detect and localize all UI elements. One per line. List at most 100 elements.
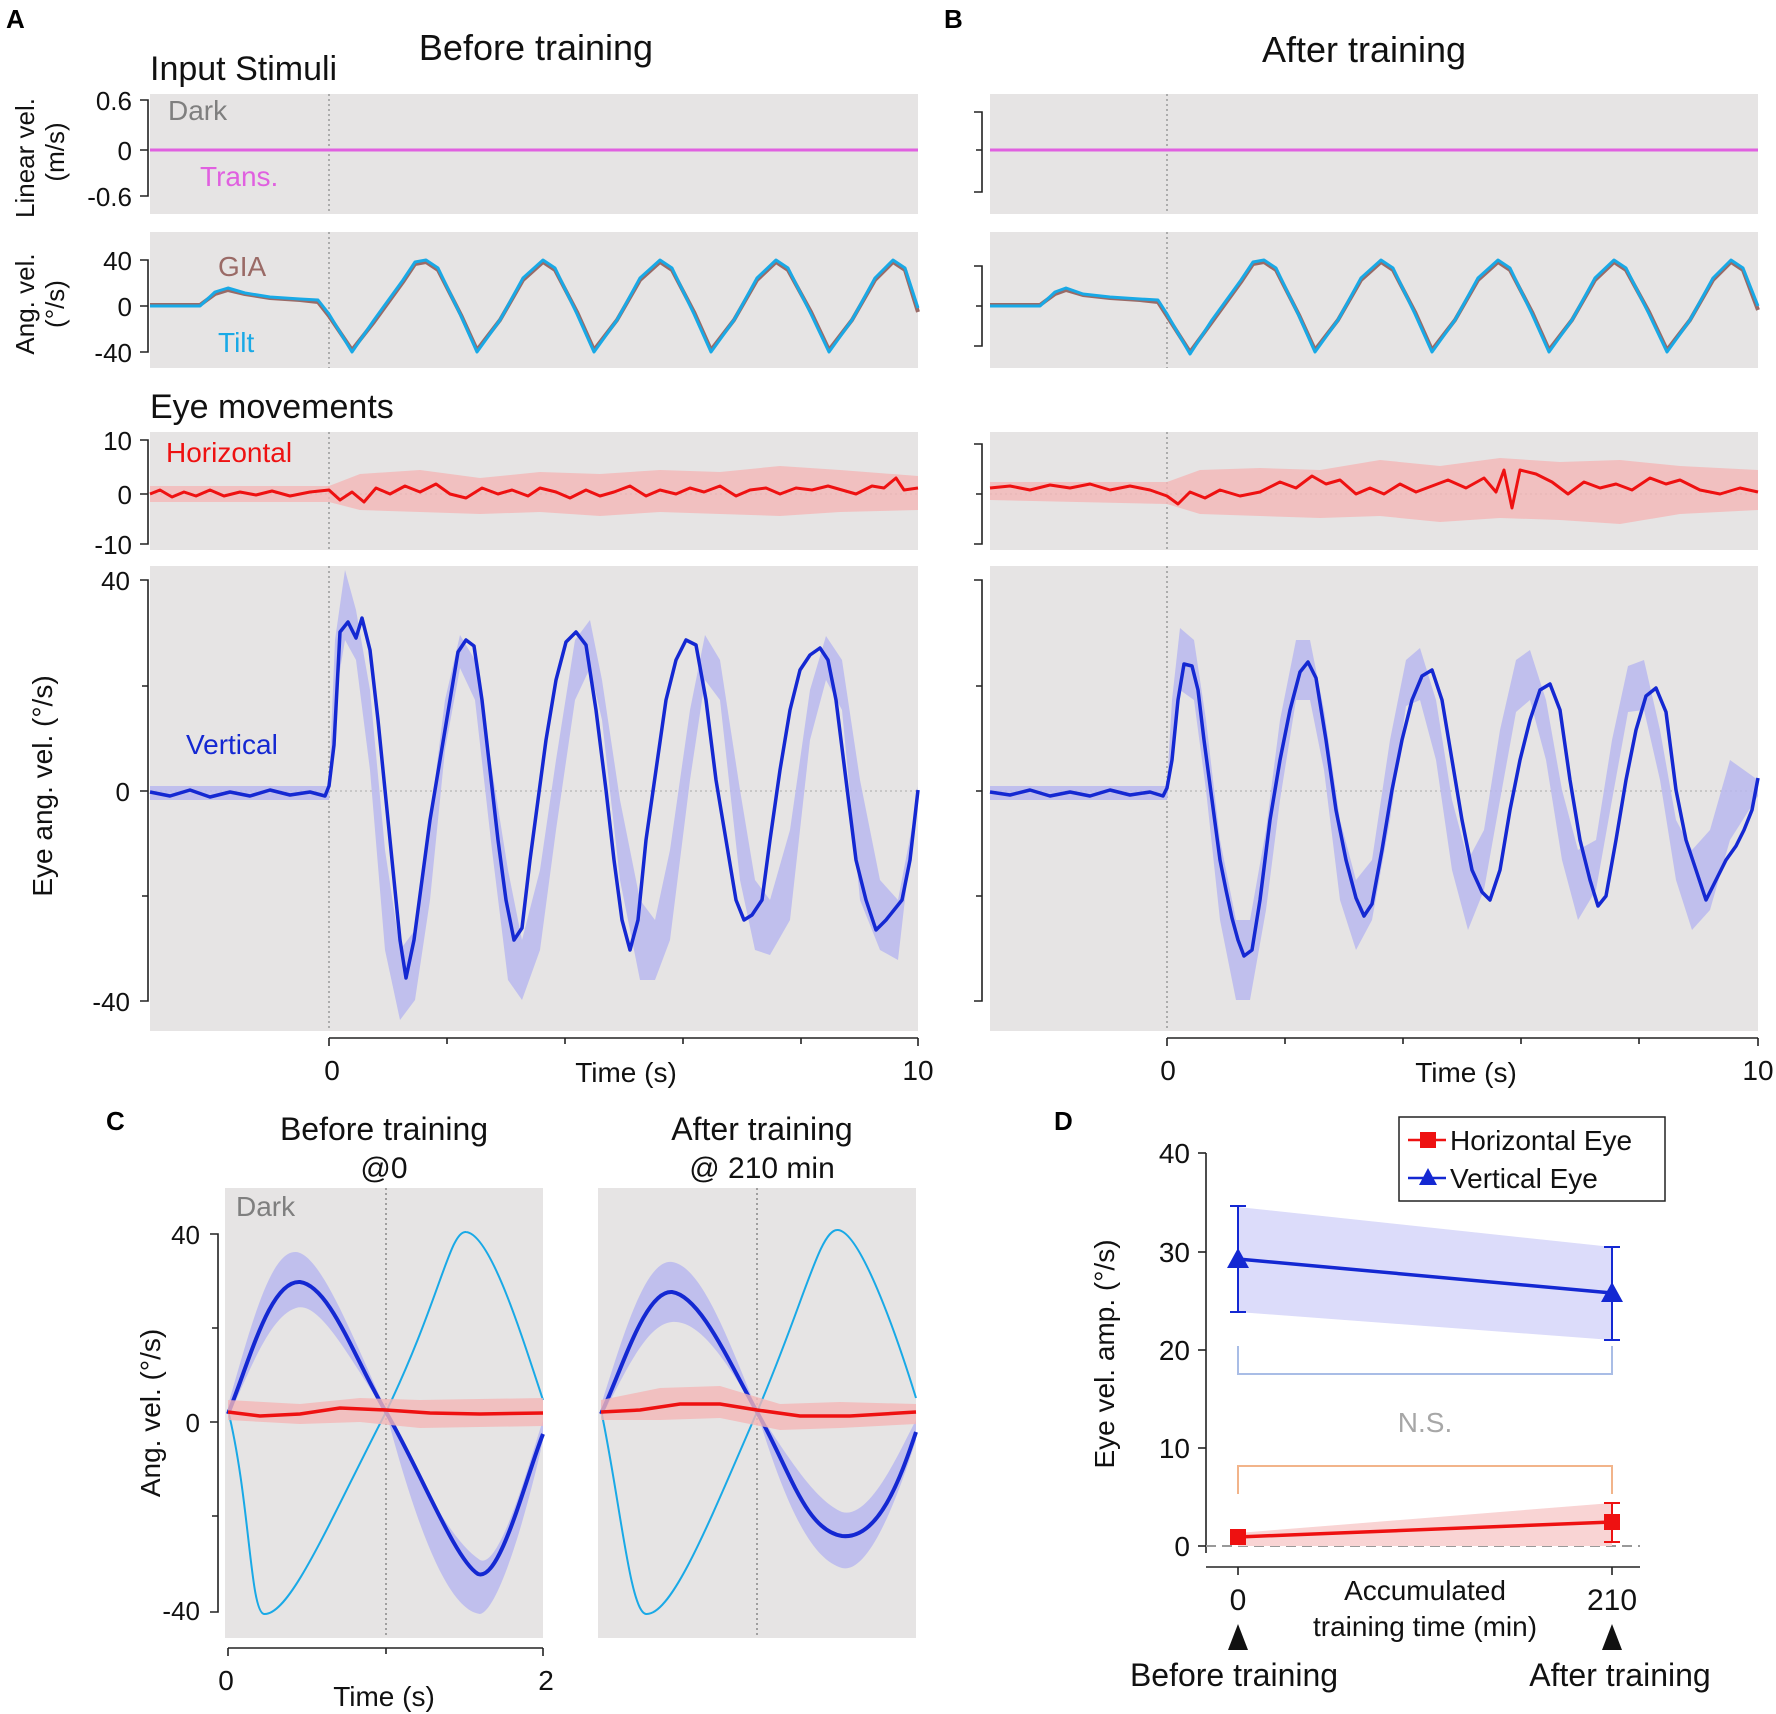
d-ytick-30: 30 (1159, 1237, 1190, 1268)
d-horizontal-band (1238, 1503, 1612, 1546)
a-xlabel: Time (s) (575, 1057, 677, 1088)
a-tilt-line (150, 258, 920, 354)
c-left-horizontal-line (227, 1406, 544, 1418)
d-legend-box (1398, 1116, 1666, 1202)
d-ytick-20: 20 (1159, 1335, 1190, 1366)
d-xlabel-1: Accumulated (1344, 1575, 1506, 1606)
a-angular-ylabel-2: (°/s) (40, 280, 70, 328)
a-horizontal-ytick-mid: 0 (118, 480, 132, 510)
a-linear-ytick-mid: 0 (118, 136, 132, 166)
b-y-axes (974, 111, 983, 1002)
a-vertical-ytick-mid: 0 (116, 777, 130, 807)
a-vertical-line (149, 616, 920, 980)
b-x-axis (1166, 1037, 1759, 1046)
d-bracket-horizontal (1237, 1465, 1613, 1494)
a-vertical-label: Vertical (186, 729, 278, 760)
c-left-horizontal-band (228, 1398, 543, 1428)
c-dark-label: Dark (236, 1191, 296, 1222)
d-after-arrow-icon (1602, 1624, 1622, 1650)
panel-b-title: After training (1262, 29, 1466, 70)
d-after-label: After training (1529, 1657, 1710, 1693)
c-y-axis (210, 1233, 219, 1613)
a-linear-bg (150, 94, 918, 214)
d-legend-vertical-label: Vertical Eye (1450, 1163, 1598, 1194)
d-y-axis (1198, 1152, 1640, 1575)
c-ytick-0: 0 (186, 1408, 200, 1438)
d-y-ticklabels: 40 30 20 10 0 (1159, 1138, 1190, 1562)
a-trans-label: Trans. (200, 161, 278, 192)
d-vertical-band (1238, 1207, 1612, 1340)
a-horizontal-ytick-top: 10 (103, 426, 132, 456)
a-x-axis (328, 1037, 919, 1046)
d-legend: Horizontal Eye Vertical Eye (1398, 1116, 1666, 1202)
c-xtick-2: 2 (538, 1665, 554, 1696)
d-bracket-vertical (1237, 1346, 1613, 1375)
d-xlabel-2: training time (min) (1313, 1611, 1537, 1642)
b-xtick-0: 0 (1160, 1055, 1176, 1086)
a-angular-ylabel-1: Ang. vel. (10, 253, 40, 354)
a-dark-label: Dark (168, 95, 228, 126)
b-tilt-line (990, 258, 1760, 356)
a-horizontal-ytick-bot: -10 (94, 530, 132, 560)
panel-label-d: D (1054, 1106, 1073, 1136)
a-angular-ytick-bot: -40 (94, 338, 132, 368)
c-right-horizontal-line (600, 1402, 917, 1418)
d-xtick-0: 0 (1230, 1584, 1247, 1617)
b-linear-bg (990, 94, 1758, 214)
b-horizontal-line (989, 468, 1759, 510)
a-linear-ylabel-2: (m/s) (40, 122, 70, 181)
panel-label-c: C (106, 1106, 125, 1136)
a-linear-ytick-top: 0.6 (96, 86, 132, 116)
d-ytick-10: 10 (1159, 1433, 1190, 1464)
c-xlabel: Time (s) (333, 1681, 435, 1712)
a-angular-ytick-top: 40 (103, 246, 132, 276)
a-vertical-ytick-top: 40 (101, 566, 130, 596)
a-horizontal-line (149, 476, 919, 504)
a-linear-ytick-bot: -0.6 (87, 182, 132, 212)
d-legend-horizontal-marker (1420, 1132, 1436, 1148)
c-left-title-1: Before training (280, 1111, 488, 1147)
a-vertical-band (150, 570, 918, 1020)
b-xlabel: Time (s) (1415, 1057, 1517, 1088)
d-horizontal-line (1237, 1520, 1613, 1539)
a-gia-label: GIA (218, 251, 267, 282)
d-xtick-210: 210 (1587, 1584, 1637, 1617)
c-right-title-1: After training (671, 1111, 852, 1147)
b-vertical-band (990, 628, 1758, 1000)
c-right-horizontal-band (601, 1386, 916, 1430)
d-legend-horizontal-label: Horizontal Eye (1450, 1125, 1632, 1156)
c-x-axis (227, 1647, 544, 1656)
a-xtick-0: 0 (324, 1055, 340, 1086)
c-ytick-neg40: -40 (162, 1596, 200, 1626)
a-linear-ylabel-1: Linear vel. (10, 98, 40, 218)
d-horizontal-marker-210 (1604, 1514, 1620, 1530)
b-vertical-line (989, 660, 1760, 958)
a-xtick-10: 10 (902, 1055, 933, 1086)
d-horizontal-marker-0 (1230, 1529, 1246, 1545)
d-before-label: Before training (1130, 1657, 1338, 1693)
section-input-stimuli: Input Stimuli (150, 50, 337, 88)
d-before-arrow-icon (1228, 1624, 1248, 1650)
c-ytick-40: 40 (171, 1220, 200, 1250)
d-ytick-0: 0 (1174, 1531, 1190, 1562)
panel-label-a: A (6, 4, 25, 34)
d-ns-label: N.S. (1398, 1407, 1452, 1438)
c-right-title-2: @ 210 min (689, 1152, 835, 1185)
a-tilt-label: Tilt (218, 327, 255, 358)
a-vertical-ytick-bot: -40 (92, 987, 130, 1017)
c-xtick-0: 0 (218, 1665, 234, 1696)
d-vertical-line (1237, 1257, 1613, 1295)
b-xtick-10: 10 (1742, 1055, 1773, 1086)
d-ylabel: Eye vel. amp. (°/s) (1089, 1239, 1120, 1468)
panel-label-b: B (944, 4, 963, 34)
a-angular-ytick-mid: 0 (118, 292, 132, 322)
c-ylabel: Ang. vel. (°/s) (135, 1329, 166, 1497)
a-horizontal-label: Horizontal (166, 437, 292, 468)
a-eye-ylabel: Eye ang. vel. (°/s) (27, 675, 58, 896)
a-y-ticklabels: 0.6 0 -0.6 40 0 -40 10 0 -10 40 0 -40 (87, 86, 132, 1017)
d-legend-vertical-marker (1419, 1168, 1437, 1185)
d-vertical-marker-210 (1601, 1282, 1623, 1302)
a-y-axes (140, 99, 149, 1002)
c-left-title-2: @0 (360, 1152, 407, 1185)
